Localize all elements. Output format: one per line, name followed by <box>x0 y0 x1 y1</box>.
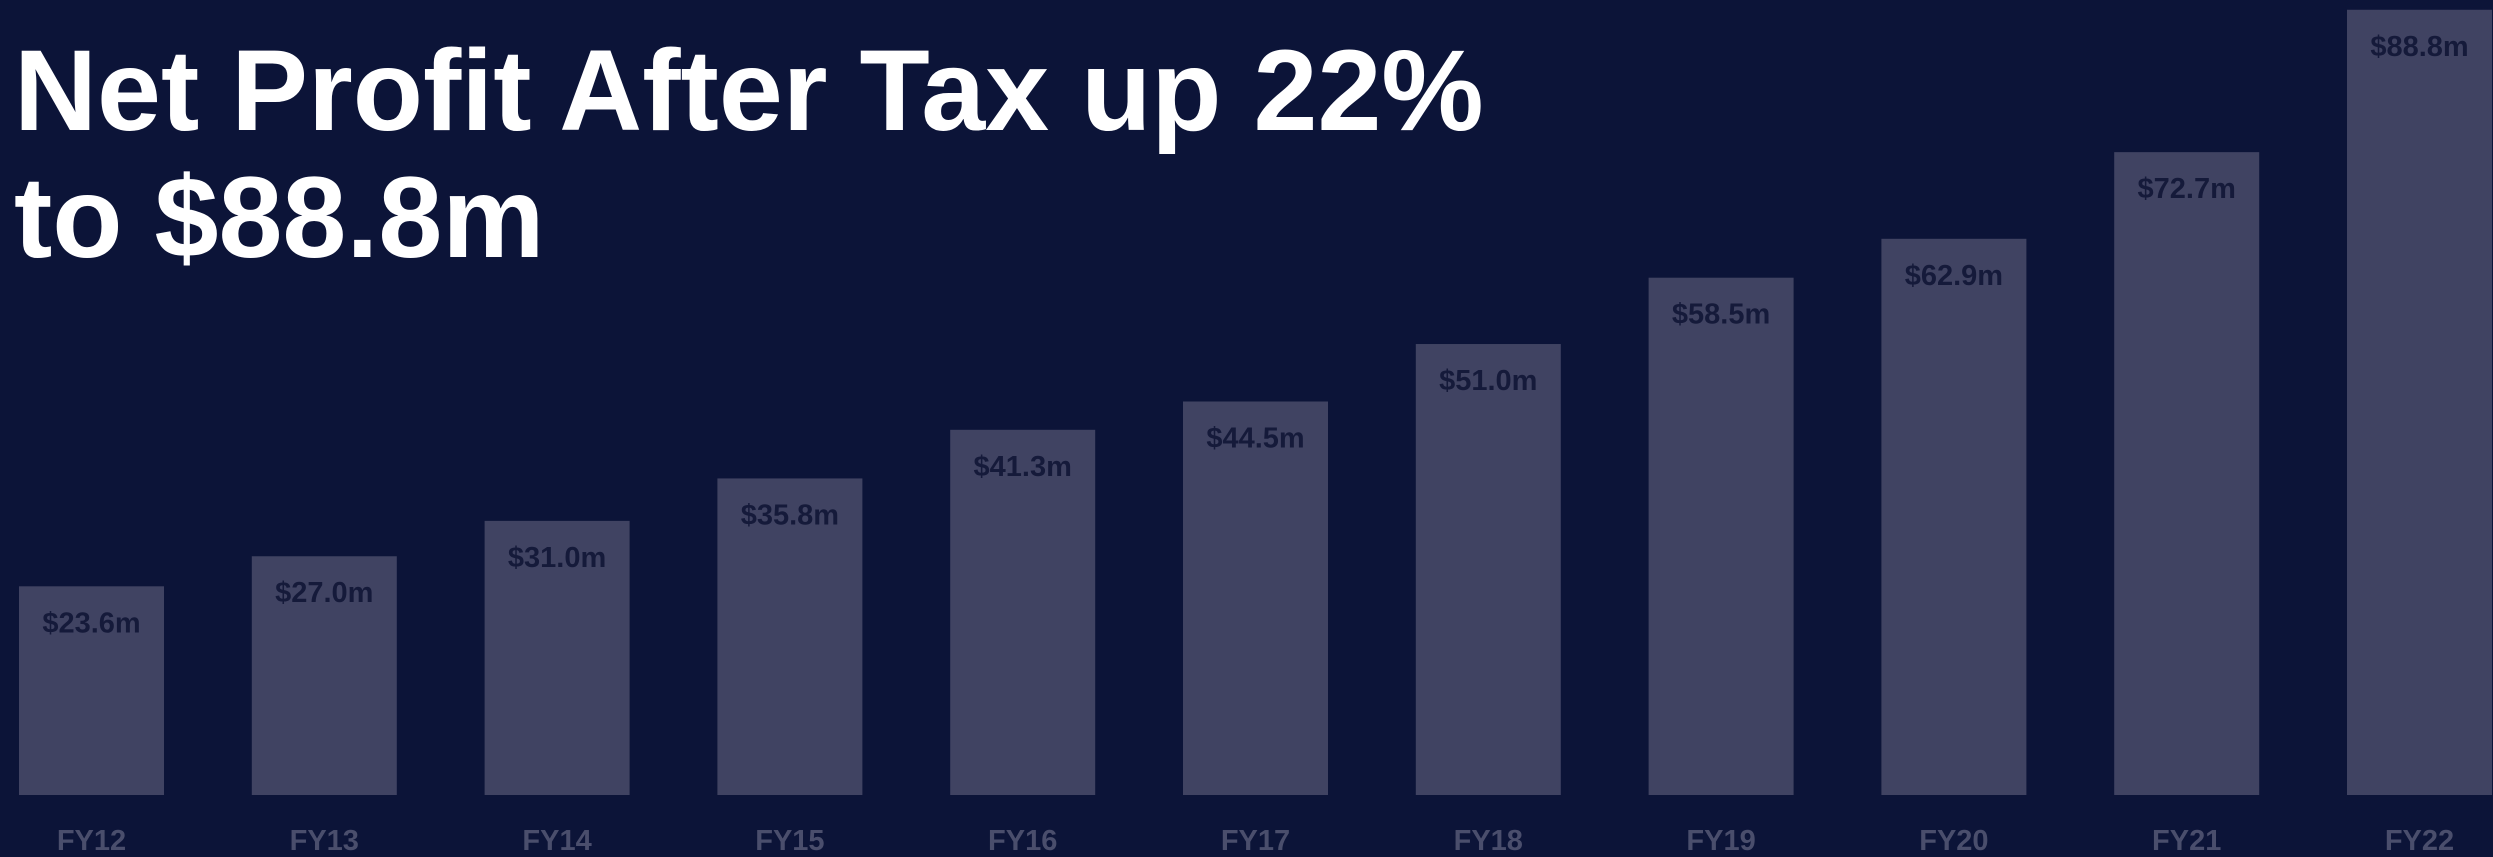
value-label: $58.5m <box>1672 299 1770 331</box>
x-tick-label: FY17 <box>1221 825 1290 857</box>
x-tick-label: FY16 <box>988 825 1057 857</box>
bar <box>1415 344 1561 795</box>
bar <box>1183 401 1328 795</box>
bar <box>484 520 630 795</box>
bar <box>950 429 1096 795</box>
x-tick-label: FY18 <box>1454 825 1523 857</box>
x-tick-label: FY15 <box>755 825 824 857</box>
value-label: $41.3m <box>974 451 1072 483</box>
x-tick-label: FY21 <box>2152 825 2221 857</box>
value-label: $51.0m <box>1439 365 1537 397</box>
bar <box>1648 277 1794 795</box>
value-label: $31.0m <box>508 542 606 574</box>
x-tick-label: FY14 <box>522 825 591 857</box>
x-tick-label: FY12 <box>57 825 126 857</box>
value-label: $44.5m <box>1206 423 1304 455</box>
bar <box>1881 238 2027 796</box>
value-label: $23.6m <box>42 607 140 639</box>
value-label: $35.8m <box>741 499 839 531</box>
chart-title: Net Profit After Tax up 22% to $88.8m <box>14 27 1484 282</box>
value-label: $62.9m <box>1905 260 2003 292</box>
value-label: $72.7m <box>2138 173 2236 205</box>
bar <box>251 556 397 795</box>
value-label: $88.8m <box>2370 31 2468 63</box>
x-tick-label: FY22 <box>2385 825 2454 857</box>
bar <box>19 586 164 795</box>
bar <box>2114 152 2260 795</box>
bar <box>2347 9 2492 795</box>
x-tick-label: FY19 <box>1686 825 1755 857</box>
x-tick-label: FY13 <box>290 825 359 857</box>
bar <box>717 478 863 795</box>
x-tick-label: FY20 <box>1919 825 1988 857</box>
value-label: $27.0m <box>275 577 373 609</box>
